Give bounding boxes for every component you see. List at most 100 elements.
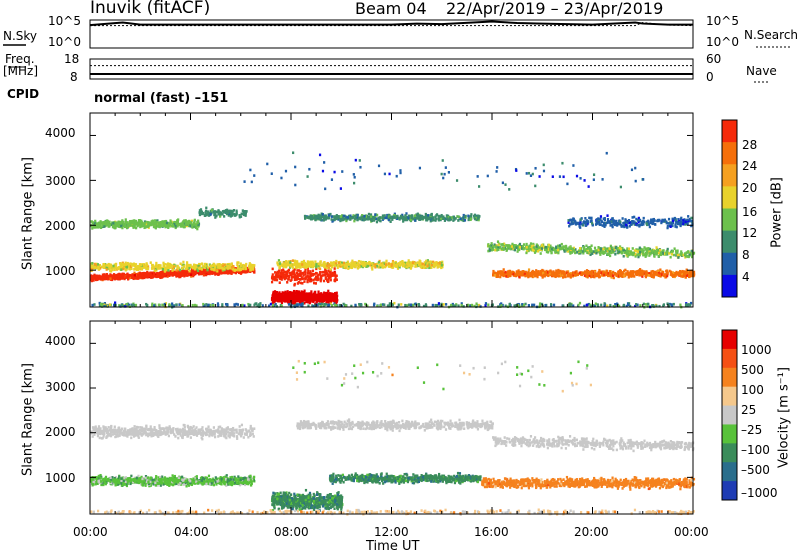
power-cell (380, 264, 382, 267)
power-cell (242, 265, 244, 268)
power-cell (278, 291, 280, 294)
power-cell (242, 268, 244, 271)
power-cell (411, 214, 413, 217)
power-cell (131, 222, 133, 225)
power-cell (177, 218, 179, 221)
power-cell (318, 295, 320, 298)
power-cell (307, 272, 309, 275)
power-cell (330, 218, 332, 221)
power-cell (185, 270, 187, 273)
power-cell (400, 215, 402, 218)
power-cell (218, 273, 220, 276)
power-cell (399, 218, 401, 221)
power-cell (274, 296, 276, 299)
power-cell (281, 269, 283, 272)
power-cell (291, 271, 293, 274)
power-cell (283, 262, 285, 265)
power-cell (296, 278, 298, 281)
power-cell (141, 221, 143, 224)
power-cell (378, 217, 380, 220)
power-cell (164, 220, 166, 223)
power-cell (330, 279, 332, 282)
power-cell (417, 216, 419, 219)
power-cell (223, 210, 225, 213)
power-cell (109, 224, 111, 227)
power-cell (141, 267, 143, 270)
power-cell (281, 272, 283, 275)
power-cell (156, 274, 158, 277)
power-cell (97, 278, 99, 281)
power-cell (239, 216, 241, 219)
power-cell (153, 274, 155, 277)
power-cell (120, 268, 122, 271)
power-cell (166, 222, 168, 225)
power-cell (122, 263, 124, 266)
power-cell (140, 264, 142, 267)
power-cell (190, 273, 192, 276)
power-cell (357, 267, 359, 270)
power-cell (308, 262, 310, 265)
power-cell (441, 264, 443, 267)
power-cell (153, 225, 155, 228)
power-cell (328, 266, 330, 269)
power-cell (191, 225, 193, 228)
power-cell (199, 211, 201, 214)
power-cell (340, 263, 342, 266)
power-cell (232, 210, 234, 213)
power-cell (317, 275, 319, 278)
power-cell (144, 274, 146, 277)
frequency-panel (8, 59, 768, 82)
power-cell (170, 222, 172, 225)
power-cell (220, 212, 222, 215)
power-cell (272, 273, 274, 276)
power-cell (324, 266, 326, 269)
power-cell (190, 222, 192, 225)
power-cell (103, 274, 105, 277)
power-cell (414, 219, 416, 222)
power-cell (405, 265, 407, 268)
power-cell (193, 221, 195, 224)
power-cell (112, 222, 114, 225)
power-cell (292, 259, 294, 262)
power-cell (236, 261, 238, 264)
power-cell (188, 267, 190, 270)
power-cell (199, 271, 201, 274)
power-cell (245, 268, 247, 271)
power-cell (106, 219, 108, 222)
power-cell (154, 219, 156, 222)
power-cell (207, 266, 209, 269)
power-cell (327, 300, 329, 303)
power-cell (444, 219, 446, 222)
power-cell (94, 220, 96, 223)
power-cell (293, 293, 295, 296)
power-cell (303, 277, 305, 280)
power-cell (294, 260, 296, 263)
power-cell (339, 220, 341, 223)
power-cell (235, 210, 237, 213)
power-cell (360, 260, 362, 263)
power-cell (402, 220, 404, 223)
power-cell (177, 221, 179, 224)
power-cell (474, 218, 476, 221)
power-cell (227, 264, 229, 267)
power-cell (304, 215, 306, 218)
power-cell (209, 265, 211, 268)
power-cell (139, 225, 141, 228)
power-cell (301, 298, 303, 301)
power-cell (129, 220, 131, 223)
power-cell (334, 267, 336, 270)
power-cell (135, 227, 137, 230)
power-cell (315, 218, 317, 221)
power-cell (272, 268, 274, 271)
power-cell (295, 297, 297, 300)
power-cell (175, 269, 177, 272)
power-cell (182, 273, 184, 276)
power-cell (252, 265, 254, 268)
power-cell (158, 222, 160, 225)
power-cell (144, 222, 146, 225)
power-cell (404, 214, 406, 217)
power-cell (303, 280, 305, 283)
power-cell (150, 261, 152, 264)
power-cell (323, 297, 325, 300)
power-cell (193, 267, 195, 270)
